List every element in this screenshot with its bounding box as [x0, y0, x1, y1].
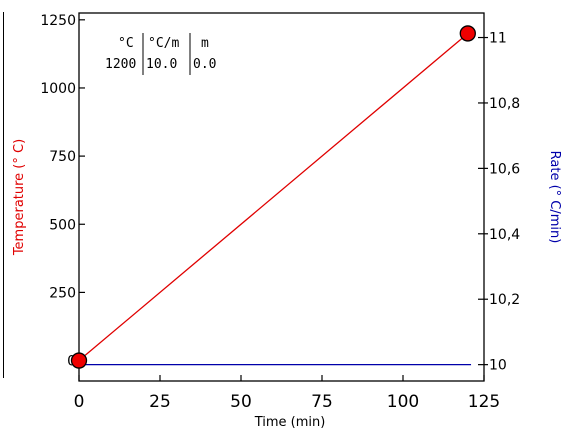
- series-layer: [72, 26, 476, 368]
- y-tick-label: 1000: [40, 81, 76, 97]
- temperature-point: [460, 26, 475, 41]
- x-tick-label: 75: [311, 392, 333, 412]
- x-tick-label: 125: [468, 392, 500, 412]
- table-cell-rate: 10.0: [146, 57, 177, 72]
- y2-axis-title: Rate (° C/min): [547, 151, 561, 244]
- y-axis-title: Temperature (° C): [12, 139, 27, 256]
- y-tick-label: 250: [49, 285, 76, 301]
- table-cell-time: 0.0: [193, 57, 216, 72]
- table-header-time: m: [201, 36, 209, 51]
- plot-border: [79, 13, 484, 381]
- y2-tick-label: 10,8: [489, 96, 520, 112]
- y2-tick-label: 10,4: [489, 227, 520, 243]
- table-header-rate: °C/m: [148, 36, 179, 51]
- x-axis-title: Time (min): [254, 415, 326, 430]
- table-header-temp: °C: [118, 36, 134, 51]
- y2-tick-label: 10: [489, 358, 507, 374]
- x-tick-label: 50: [230, 392, 252, 412]
- y-tick-label: 1250: [40, 13, 76, 29]
- y2-tick-label: 10,6: [489, 161, 520, 177]
- x-tick-label: 25: [149, 392, 171, 412]
- x-tick-label: 0: [74, 392, 85, 412]
- y-tick-label: 500: [49, 217, 76, 233]
- table-cell-temp: 1200: [105, 57, 136, 72]
- y-tick-label: 750: [49, 149, 76, 165]
- temperature-series-line: [79, 33, 468, 360]
- temperature-axis-ticks: 025050075010001250: [40, 13, 85, 370]
- x-tick-label: 100: [387, 392, 419, 412]
- program-table: °C °C/m m 1200 10.0 0.0: [105, 33, 216, 75]
- y2-tick-label: 11: [489, 31, 507, 47]
- y2-tick-label: 10,2: [489, 292, 520, 308]
- temperature-point: [72, 353, 87, 368]
- plot-frame: [79, 13, 484, 381]
